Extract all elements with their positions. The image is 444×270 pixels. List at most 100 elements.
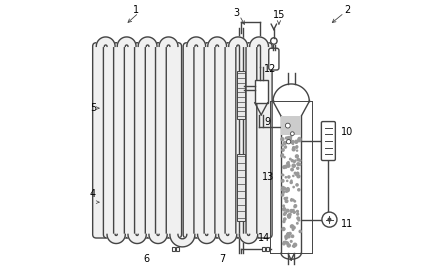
Bar: [281, 116, 301, 135]
Circle shape: [287, 137, 290, 140]
Polygon shape: [187, 37, 206, 46]
Circle shape: [297, 211, 298, 212]
Circle shape: [281, 154, 284, 156]
Polygon shape: [208, 37, 226, 46]
Circle shape: [298, 220, 299, 221]
FancyBboxPatch shape: [124, 43, 140, 238]
Circle shape: [283, 242, 285, 245]
Circle shape: [295, 160, 296, 161]
Circle shape: [295, 155, 298, 158]
Circle shape: [281, 194, 284, 196]
Circle shape: [283, 221, 285, 222]
Circle shape: [299, 160, 301, 161]
Circle shape: [286, 242, 288, 244]
Circle shape: [293, 243, 297, 247]
Bar: [266, 247, 269, 251]
Bar: [262, 247, 265, 251]
Polygon shape: [128, 234, 146, 244]
Circle shape: [291, 160, 293, 162]
Circle shape: [286, 197, 288, 198]
Circle shape: [297, 167, 299, 169]
Circle shape: [282, 228, 285, 231]
FancyBboxPatch shape: [194, 43, 209, 238]
Circle shape: [284, 198, 286, 200]
Circle shape: [297, 175, 300, 178]
Circle shape: [294, 172, 296, 174]
Bar: [172, 247, 175, 251]
Circle shape: [293, 161, 295, 163]
Circle shape: [287, 244, 290, 247]
Circle shape: [287, 215, 289, 217]
Circle shape: [287, 233, 290, 236]
Circle shape: [285, 191, 287, 192]
Circle shape: [290, 132, 294, 136]
Text: 13: 13: [262, 172, 274, 182]
Circle shape: [281, 180, 284, 182]
Circle shape: [286, 140, 291, 144]
Circle shape: [291, 141, 293, 143]
FancyBboxPatch shape: [257, 43, 272, 238]
Circle shape: [283, 241, 285, 242]
Circle shape: [281, 174, 283, 176]
Circle shape: [298, 189, 300, 191]
Circle shape: [292, 143, 293, 144]
Circle shape: [285, 167, 287, 168]
FancyBboxPatch shape: [225, 43, 240, 238]
Text: 3: 3: [234, 8, 240, 18]
FancyBboxPatch shape: [269, 48, 279, 70]
Circle shape: [293, 210, 294, 211]
Circle shape: [284, 218, 286, 220]
Circle shape: [285, 123, 290, 128]
Circle shape: [297, 163, 299, 165]
Circle shape: [285, 235, 288, 238]
Circle shape: [296, 146, 298, 147]
Circle shape: [282, 187, 284, 189]
Circle shape: [286, 189, 289, 192]
Circle shape: [287, 233, 290, 236]
Circle shape: [287, 164, 290, 167]
Circle shape: [297, 158, 300, 161]
Circle shape: [284, 146, 286, 148]
Polygon shape: [250, 37, 269, 46]
Circle shape: [290, 241, 292, 242]
Text: 9: 9: [264, 117, 270, 127]
Circle shape: [297, 173, 298, 174]
Circle shape: [298, 163, 301, 166]
Circle shape: [297, 222, 298, 224]
Circle shape: [286, 235, 289, 237]
Bar: [237, 154, 245, 221]
Circle shape: [285, 137, 287, 139]
FancyBboxPatch shape: [135, 43, 150, 238]
FancyBboxPatch shape: [246, 43, 262, 238]
FancyBboxPatch shape: [155, 43, 171, 238]
Circle shape: [293, 147, 295, 149]
FancyBboxPatch shape: [166, 43, 182, 238]
Circle shape: [290, 210, 293, 212]
Polygon shape: [117, 37, 136, 46]
Circle shape: [295, 173, 298, 176]
Circle shape: [296, 146, 297, 148]
Circle shape: [298, 137, 301, 140]
Circle shape: [293, 211, 295, 213]
Text: 12: 12: [264, 64, 277, 74]
Circle shape: [299, 230, 301, 232]
Circle shape: [293, 246, 295, 247]
Circle shape: [290, 200, 292, 201]
Circle shape: [284, 214, 285, 215]
Circle shape: [283, 141, 286, 144]
Circle shape: [289, 141, 290, 143]
Circle shape: [285, 177, 286, 178]
Circle shape: [297, 217, 299, 220]
FancyBboxPatch shape: [93, 43, 108, 238]
Polygon shape: [149, 234, 167, 244]
Text: 2: 2: [344, 5, 350, 15]
Circle shape: [297, 213, 299, 215]
FancyBboxPatch shape: [204, 43, 219, 238]
Circle shape: [285, 238, 287, 239]
Circle shape: [298, 139, 301, 142]
FancyBboxPatch shape: [183, 43, 198, 238]
Text: 10: 10: [341, 127, 353, 137]
FancyBboxPatch shape: [103, 43, 119, 238]
Circle shape: [294, 201, 296, 202]
Circle shape: [283, 166, 285, 168]
